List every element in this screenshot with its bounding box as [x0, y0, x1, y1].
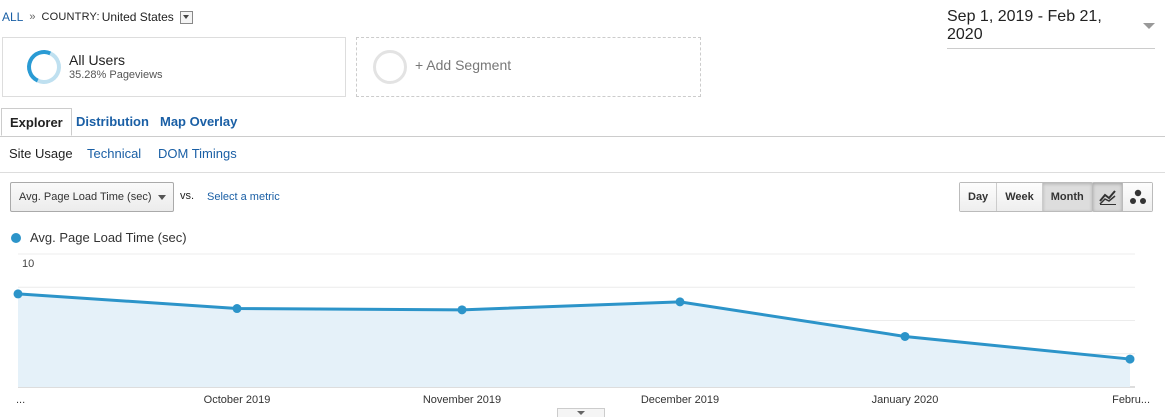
x-tick-label: ...: [16, 394, 25, 406]
series-area: [18, 293, 1130, 387]
data-point: [13, 289, 23, 299]
chevron-down-icon: [158, 195, 166, 200]
x-tick-label: December 2019: [641, 394, 719, 406]
chart-type-buttons: [1092, 182, 1153, 212]
dimension-label: COUNTRY:: [41, 11, 100, 23]
breadcrumb-all-link[interactable]: ALL: [2, 10, 24, 24]
data-point: [675, 297, 685, 307]
x-tick-label: October 2019: [204, 394, 271, 406]
add-segment-label: + Add Segment: [415, 57, 512, 73]
granularity-buttons: Day Week Month: [959, 182, 1093, 212]
motion-chart-button[interactable]: [1123, 183, 1152, 211]
tab-explorer[interactable]: Explorer: [1, 108, 72, 136]
segment-detail: 35.28% Pageviews: [69, 69, 163, 81]
breadcrumb-separator: »: [29, 11, 36, 23]
x-tick-label: January 2020: [872, 394, 939, 406]
x-tick-label: Febru...: [1112, 394, 1150, 406]
subtab-technical[interactable]: Technical: [87, 146, 142, 161]
subtab-dom-timings[interactable]: DOM Timings: [158, 146, 237, 161]
segment-ring-icon: [22, 45, 66, 89]
chevron-down-icon: [1143, 23, 1155, 29]
data-point: [232, 304, 242, 314]
subtab-site-usage[interactable]: Site Usage: [9, 146, 73, 161]
week-button[interactable]: Week: [997, 183, 1043, 211]
dimension-value: United States: [101, 10, 174, 24]
segment-all-users[interactable]: All Users 35.28% Pageviews: [2, 37, 346, 97]
view-tabs: Explorer Distribution Map Overlay: [0, 108, 1165, 137]
day-button[interactable]: Day: [960, 183, 998, 211]
month-button[interactable]: Month: [1042, 183, 1092, 211]
segment-name: All Users: [69, 52, 126, 68]
motion-chart-icon: [1129, 189, 1146, 204]
line-chart-button[interactable]: [1093, 183, 1123, 211]
date-range-text: Sep 1, 2019 - Feb 21, 2020: [947, 8, 1102, 43]
date-range-picker[interactable]: Sep 1, 2019 - Feb 21, 2020: [947, 8, 1155, 49]
select-metric-link[interactable]: Select a metric: [207, 191, 280, 203]
scroll-down-handle[interactable]: [557, 408, 605, 417]
x-tick-label: November 2019: [423, 394, 501, 406]
add-segment-button[interactable]: + Add Segment: [356, 37, 701, 97]
series-line: [17, 292, 1131, 361]
legend-label: Avg. Page Load Time (sec): [30, 230, 187, 245]
tab-distribution[interactable]: Distribution: [76, 114, 149, 129]
vs-label: vs.: [180, 190, 195, 202]
metric-select[interactable]: Avg. Page Load Time (sec): [10, 182, 174, 212]
data-point: [457, 305, 467, 315]
y-tick-label: 10: [22, 258, 34, 270]
data-point: [900, 331, 910, 341]
dimension-dropdown-icon[interactable]: [179, 10, 193, 24]
line-chart-icon: [1098, 190, 1116, 205]
metric-select-value: Avg. Page Load Time (sec): [19, 191, 152, 203]
legend-swatch: [11, 232, 21, 243]
breadcrumb: ALL » COUNTRY: United States: [2, 10, 193, 24]
tab-map-overlay[interactable]: Map Overlay: [160, 114, 238, 129]
chart-legend: Avg. Page Load Time (sec): [11, 230, 187, 245]
data-point: [1125, 354, 1135, 364]
empty-segment-ring-icon: [373, 50, 407, 84]
sub-tabs: Site Usage Technical DOM Timings: [0, 137, 1165, 173]
